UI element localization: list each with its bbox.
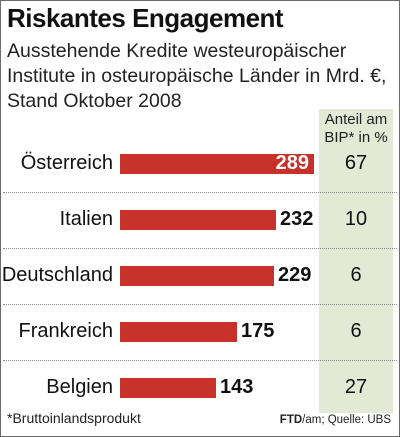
row-separator (3, 192, 397, 193)
bar-value-label: 229 (278, 264, 312, 286)
row-separator (3, 304, 397, 305)
gdp-share-value: 67 (344, 152, 368, 174)
bar-value-label: 175 (241, 320, 275, 342)
bar (120, 322, 237, 342)
source-rest: /am; Quelle: UBS (302, 414, 391, 426)
category-label: Belgien (46, 376, 113, 398)
category-label: Österreich (20, 152, 113, 174)
row-separator (3, 248, 397, 249)
gdp-share-column (319, 109, 393, 413)
row-separator (3, 360, 397, 361)
category-label: Italien (59, 208, 113, 230)
bar (120, 210, 276, 230)
gdp-share-value: 6 (350, 320, 362, 342)
bar-value-label: 143 (220, 376, 254, 398)
chart-subtitle: Ausstehende Kredite westeuropäischer Ins… (7, 40, 387, 112)
bar-value-label: 289 (275, 152, 309, 174)
gdp-share-value: 10 (344, 208, 368, 230)
bar (120, 266, 274, 286)
gdp-share-value: 27 (344, 376, 368, 398)
bar-value-label: 232 (280, 208, 314, 230)
source-credit: FTD/am; Quelle: UBS (280, 414, 391, 426)
category-label: Frankreich (18, 320, 113, 342)
chart-title: Riskantes Engagement (7, 3, 284, 33)
bar (120, 154, 314, 174)
category-label: Deutschland (1, 264, 113, 286)
gdp-share-value: 6 (350, 264, 362, 286)
footnote: *Bruttoinlandsprodukt (7, 410, 141, 426)
source-prefix: FTD (279, 414, 303, 426)
bar (120, 378, 216, 398)
gdp-share-header: Anteil am BIP* in % (324, 111, 388, 146)
